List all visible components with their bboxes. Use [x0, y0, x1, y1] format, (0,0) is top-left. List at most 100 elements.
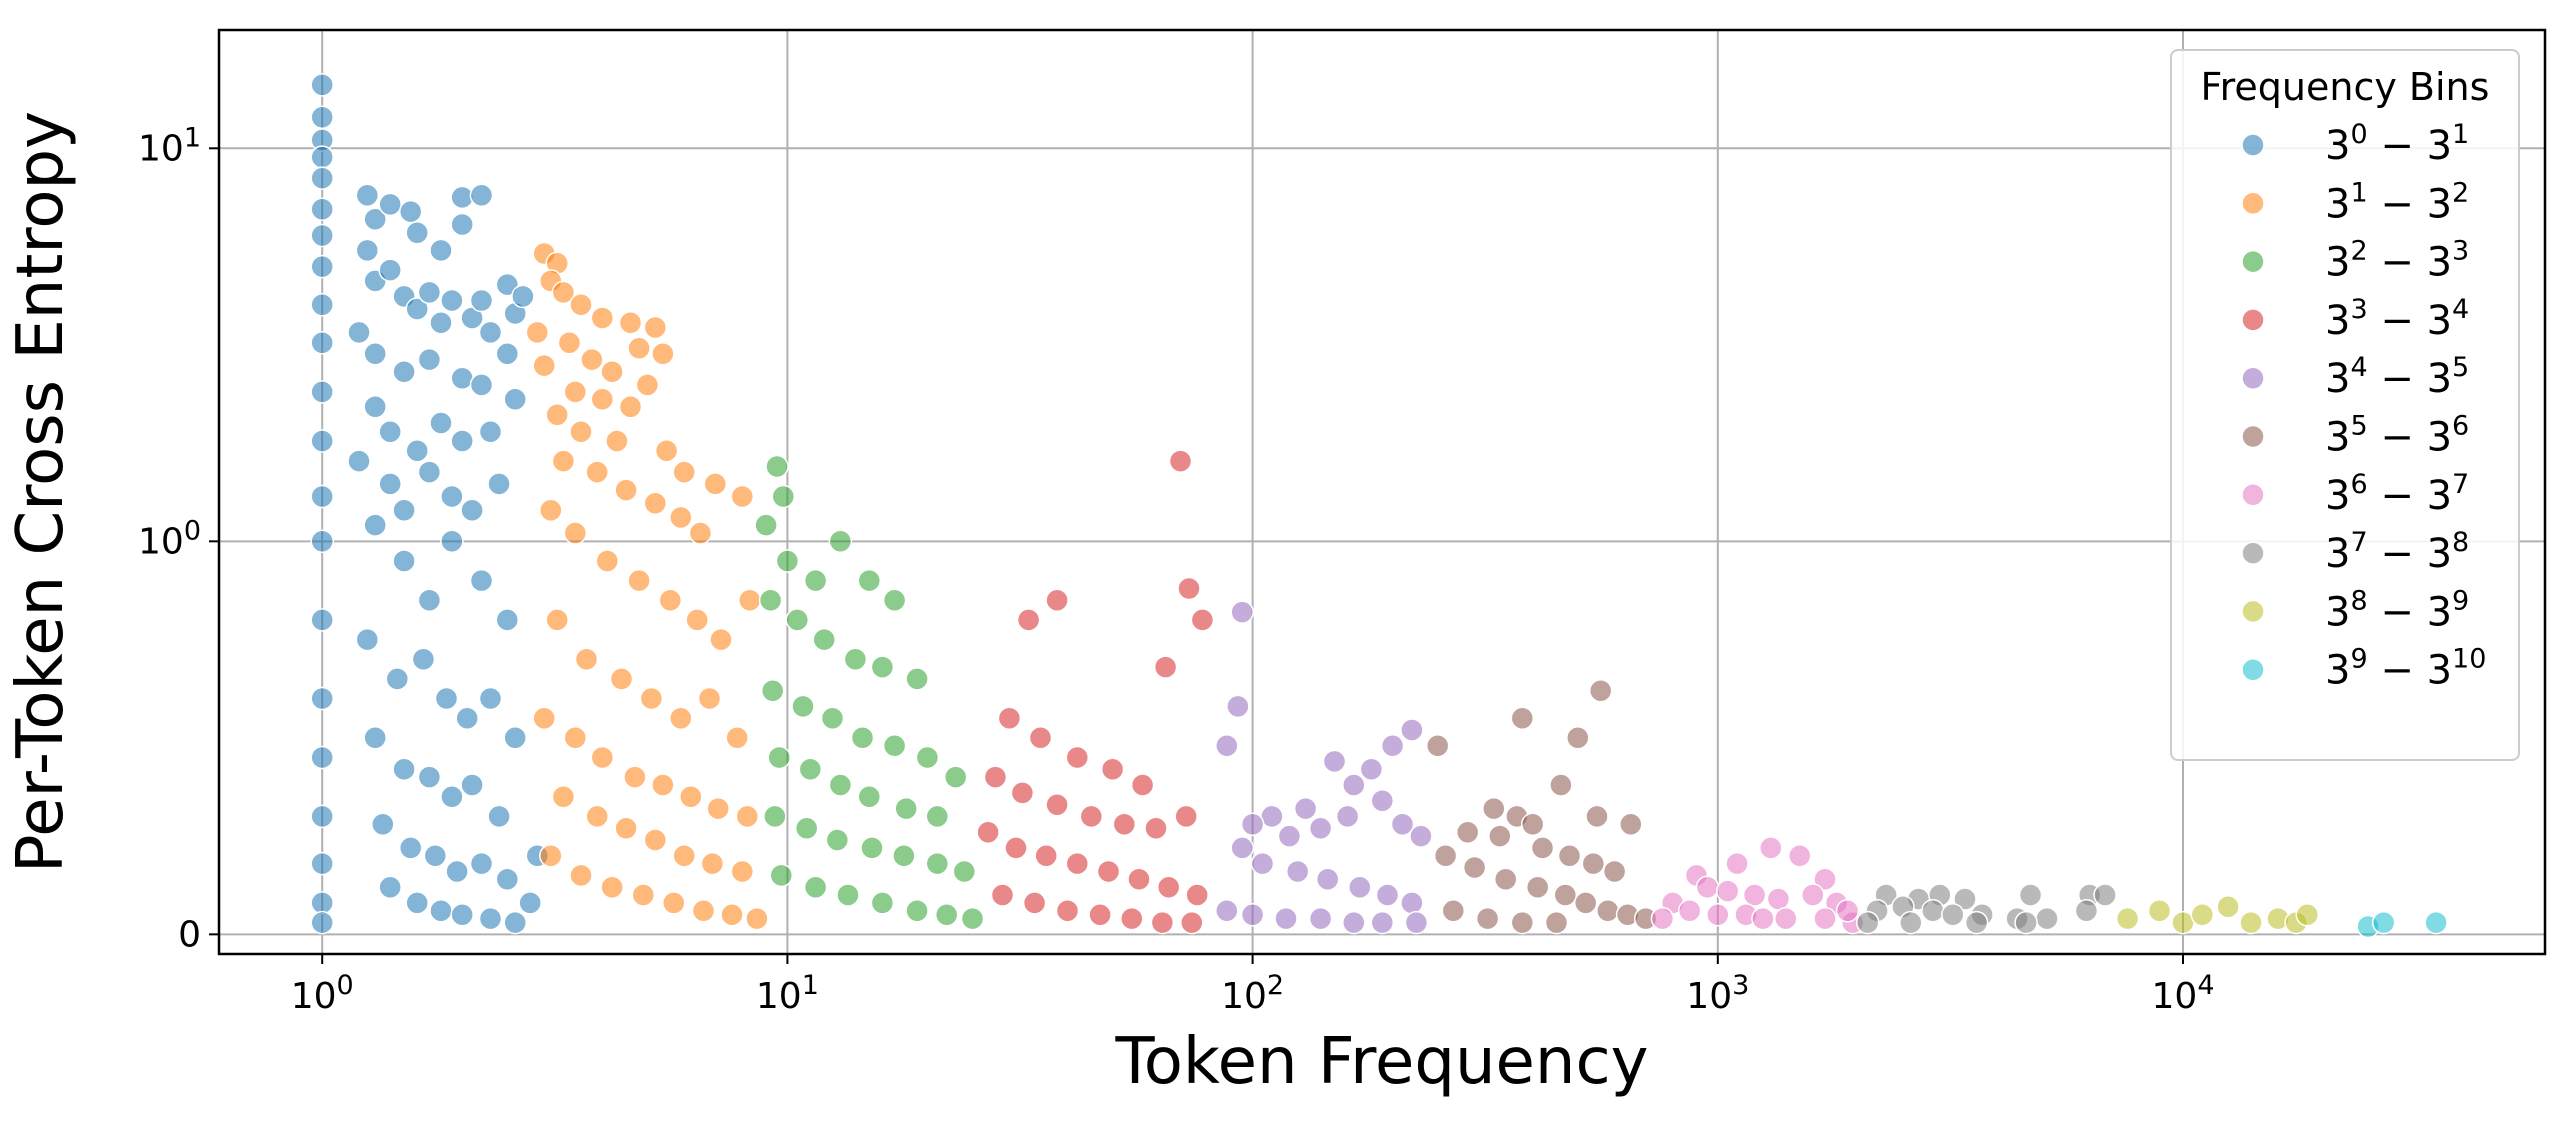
- data-point-bin-0: [355, 627, 380, 652]
- data-point-bin-0: [378, 420, 402, 444]
- data-point-bin-4: [1348, 875, 1372, 899]
- data-point-bin-0: [440, 288, 464, 313]
- data-point-bin-4: [1400, 891, 1424, 915]
- data-point-bin-0: [392, 360, 416, 384]
- data-point-bin-0: [310, 686, 334, 711]
- data-point-bin-0: [363, 207, 387, 231]
- data-point-bin-0: [460, 498, 484, 522]
- x-tick-label: 100: [291, 970, 354, 1017]
- legend-box: [2170, 49, 2520, 761]
- data-point-bin-5: [1462, 855, 1487, 880]
- y-tick-label: 100: [138, 515, 201, 562]
- data-point-bin-4: [1215, 733, 1239, 758]
- data-point-bin-5: [1549, 773, 1573, 797]
- data-point-bin-1: [627, 568, 651, 593]
- data-point-bin-3: [1177, 576, 1201, 601]
- data-point-bin-0: [310, 292, 334, 317]
- data-point-bin-3: [1065, 745, 1090, 770]
- data-point-bin-3: [1045, 792, 1069, 817]
- data-point-bin-0: [355, 238, 380, 263]
- data-point-bin-5: [1596, 899, 1620, 923]
- data-point-bin-0: [417, 280, 442, 305]
- data-point-bin-0: [310, 380, 334, 404]
- data-point-bin-5: [1566, 726, 1590, 750]
- data-point-bin-0: [310, 745, 334, 770]
- data-point-bin-1: [672, 460, 696, 484]
- data-point-bin-0: [469, 288, 494, 313]
- data-point-bin-7: [1921, 899, 1945, 923]
- data-point-bin-0: [434, 686, 459, 711]
- data-point-bin-1: [730, 484, 755, 509]
- data-point-bin-0: [417, 347, 442, 372]
- data-point-bin-2: [882, 588, 907, 613]
- data-point-bin-7: [1953, 887, 1977, 911]
- y-tick-label: 0: [178, 914, 201, 955]
- data-point-bin-6: [1742, 883, 1767, 907]
- data-point-bin-1: [735, 804, 760, 829]
- data-point-bin-2: [812, 627, 836, 652]
- data-point-bin-1: [643, 491, 668, 515]
- x-tick-label: 104: [2152, 970, 2215, 1017]
- data-point-bin-1: [669, 706, 693, 730]
- x-tick-label: 101: [756, 970, 819, 1017]
- data-point-bin-3: [1079, 804, 1104, 829]
- y-axis-title: Per-Token Cross Entropy: [4, 111, 78, 873]
- data-point-bin-0: [310, 197, 334, 221]
- data-point-bin-1: [688, 521, 713, 545]
- data-point-bin-1: [725, 726, 749, 750]
- data-point-bin-6: [1751, 906, 1775, 931]
- data-point-bin-1: [585, 460, 609, 484]
- legend: Frequency Bins 30 − 31 31 − 32 32 − 33 33 −…: [2170, 49, 2520, 761]
- legend-marker: [2241, 133, 2265, 157]
- data-point-bin-1: [563, 726, 588, 750]
- data-point-bin-7: [2074, 899, 2099, 923]
- data-point-bin-5: [1475, 906, 1500, 931]
- data-point-bin-7: [1855, 910, 1880, 935]
- data-point-bin-1: [651, 773, 675, 797]
- data-point-bin-4: [1380, 733, 1405, 758]
- data-point-bin-1: [614, 816, 638, 840]
- data-point-bin-6: [1725, 851, 1749, 876]
- data-point-bin-4: [1375, 883, 1400, 907]
- data-point-bin-8: [2115, 906, 2140, 931]
- legend-entry-label: 34 − 35: [2325, 352, 2469, 402]
- data-point-bin-0: [411, 647, 436, 671]
- data-point-bin-2: [857, 568, 882, 593]
- data-point-bin-2: [860, 836, 884, 860]
- data-point-bin-2: [769, 863, 794, 888]
- legend-marker: [2241, 366, 2265, 390]
- data-point-bin-0: [405, 297, 429, 321]
- data-point-bin-1: [631, 883, 656, 907]
- x-tick-label: 103: [1686, 970, 1749, 1017]
- data-point-bin-0: [310, 223, 334, 248]
- data-point-bin-0: [371, 812, 395, 837]
- data-point-bin-2: [760, 678, 785, 703]
- data-point-bin-4: [1359, 757, 1384, 782]
- data-point-bin-8: [2147, 899, 2172, 923]
- legend-marker: [2241, 541, 2265, 565]
- data-point-bin-0: [405, 220, 429, 245]
- data-point-bin-1: [590, 745, 615, 770]
- data-point-bin-5: [1510, 910, 1535, 935]
- data-point-bin-2: [785, 608, 810, 632]
- data-point-bin-0: [392, 498, 416, 522]
- data-point-bin-7: [1899, 910, 1923, 935]
- data-point-bin-4: [1370, 910, 1395, 935]
- data-point-bin-2: [850, 726, 875, 750]
- data-point-bin-2: [798, 757, 823, 782]
- data-point-bin-1: [703, 472, 728, 496]
- data-point-bin-3: [1010, 781, 1035, 805]
- data-point-bin-1: [709, 627, 733, 652]
- data-point-bin-2: [825, 828, 850, 852]
- data-point-bin-0: [310, 429, 334, 453]
- legend-entry-label: 32 − 33: [2325, 236, 2469, 286]
- data-point-bin-5: [1488, 824, 1512, 848]
- data-point-bin-0: [450, 429, 474, 453]
- data-point-bin-1: [654, 439, 679, 463]
- data-point-bin-3: [1096, 859, 1121, 884]
- data-point-bin-0: [469, 373, 494, 397]
- data-point-bin-2: [765, 454, 789, 479]
- data-point-bin-1: [623, 765, 647, 789]
- data-point-bin-2: [925, 851, 950, 876]
- data-point-bin-1: [539, 498, 563, 522]
